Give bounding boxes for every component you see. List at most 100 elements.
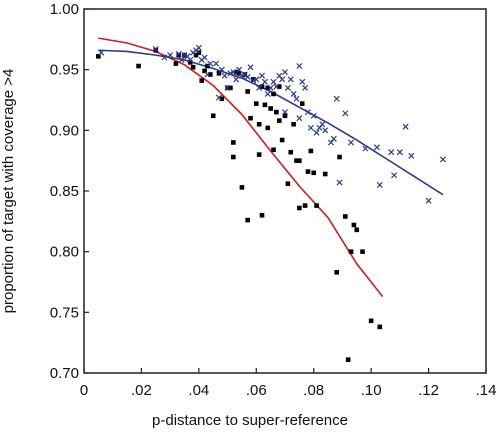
data-point-cross	[439, 156, 446, 163]
data-point-cross	[201, 54, 208, 61]
data-point-cross	[224, 84, 231, 91]
data-point-cross	[287, 76, 294, 83]
data-point-square	[208, 72, 213, 77]
data-point-square	[193, 52, 199, 58]
data-point-square	[288, 149, 294, 155]
data-point-cross	[270, 78, 277, 85]
data-point-cross	[402, 123, 409, 130]
x-tick-label: .10	[361, 382, 382, 399]
x-tick-label: 0	[80, 382, 88, 399]
data-point-square	[322, 171, 328, 177]
data-point-cross	[336, 179, 343, 186]
data-point-square	[256, 152, 262, 157]
plot-area-border	[83, 8, 487, 374]
data-point-square	[256, 121, 262, 127]
data-point-square	[153, 47, 159, 53]
data-point-square	[245, 217, 250, 223]
data-point-cross	[273, 83, 280, 90]
data-point-cross	[284, 84, 291, 91]
data-point-square	[231, 154, 236, 160]
data-point-cross	[178, 56, 185, 63]
data-point-cross	[264, 90, 271, 97]
data-point-square	[210, 113, 216, 119]
data-point-cross	[348, 139, 355, 146]
data-point-cross	[376, 181, 383, 188]
y-tick-label: 0.85	[50, 183, 79, 200]
data-point-square	[96, 54, 101, 59]
data-point-square	[205, 63, 210, 69]
x-axis-ticks: 0 .02 .04 .06 .08 .10 .12 .14	[80, 368, 497, 399]
data-point-square	[245, 89, 250, 94]
data-point-square	[262, 102, 268, 108]
data-point-cross	[259, 72, 266, 79]
data-point-square	[136, 63, 141, 69]
data-point-square	[176, 52, 182, 58]
data-point-square	[302, 203, 308, 208]
data-point-cross	[247, 64, 254, 71]
data-point-square	[251, 77, 256, 82]
data-point-square	[199, 78, 205, 83]
data-point-cross	[296, 115, 303, 122]
data-point-cross	[233, 76, 240, 83]
data-point-cross	[388, 149, 395, 156]
y-tick-label: 0.75	[50, 304, 79, 321]
y-tick-label: 0.90	[50, 122, 79, 139]
data-point-cross	[290, 90, 297, 97]
x-tick-label: .12	[418, 382, 439, 399]
y-axis-ticks: 0.70 0.75 0.80 0.85 0.90 0.95 1.00	[50, 1, 89, 382]
data-point-cross	[281, 109, 289, 116]
data-point-cross	[167, 52, 174, 59]
data-point-square	[196, 50, 202, 55]
data-point-cross	[221, 72, 228, 79]
data-point-cross	[161, 54, 168, 61]
data-point-square	[343, 214, 348, 219]
data-point-cross	[279, 76, 286, 83]
data-point-cross	[373, 144, 380, 151]
x-tick-label: .02	[131, 382, 152, 399]
data-point-cross	[296, 63, 303, 70]
data-point-cross	[215, 94, 222, 101]
data-point-cross	[310, 112, 317, 119]
data-point-cross	[362, 145, 369, 152]
data-point-square	[271, 91, 276, 97]
data-point-cross	[304, 109, 311, 116]
data-point-square	[236, 71, 242, 76]
data-point-square	[351, 222, 357, 228]
data-point-square	[305, 169, 311, 174]
data-point-square	[231, 140, 236, 145]
data-point-square	[345, 357, 351, 362]
y-axis-title: proportion of target with coverage >4	[0, 69, 17, 314]
data-point-cross	[195, 44, 202, 51]
x-tick-label: .14	[476, 382, 497, 399]
x-tick-label: .06	[246, 382, 267, 399]
data-point-cross	[267, 84, 274, 91]
data-point-square	[308, 148, 314, 154]
data-point-square	[228, 85, 233, 91]
data-point-square	[265, 125, 271, 131]
data-point-cross	[330, 135, 337, 142]
data-point-cross	[307, 124, 314, 131]
data-point-cross	[218, 66, 225, 73]
data-point-square	[348, 249, 354, 254]
data-point-square	[219, 96, 225, 102]
data-point-cross	[299, 78, 306, 85]
data-point-square	[337, 154, 342, 160]
data-point-square	[354, 227, 360, 233]
data-point-cross	[204, 71, 211, 78]
data-point-cross	[187, 56, 194, 63]
data-point-cross	[213, 60, 220, 67]
data-point-square	[233, 69, 239, 75]
data-point-square	[259, 212, 265, 218]
data-points	[96, 44, 446, 362]
data-point-cross	[319, 121, 326, 128]
data-point-square	[248, 115, 253, 121]
y-tick-label: 0.80	[50, 244, 79, 261]
data-point-square	[239, 185, 245, 190]
data-point-square	[297, 158, 302, 163]
data-point-square	[291, 121, 296, 127]
data-point-cross	[313, 129, 320, 136]
data-point-square	[173, 61, 179, 66]
data-point-square	[285, 181, 291, 187]
data-point-square	[282, 113, 288, 119]
